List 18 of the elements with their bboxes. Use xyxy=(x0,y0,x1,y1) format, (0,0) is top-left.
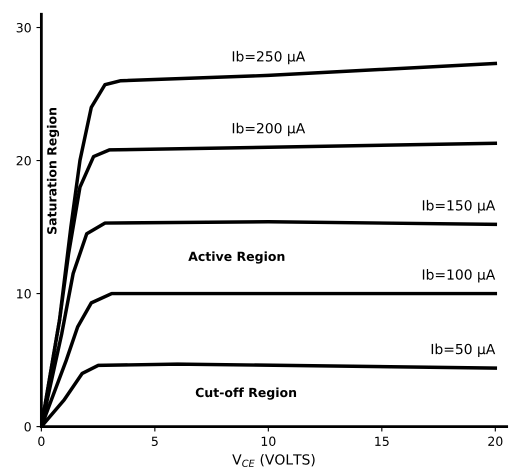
series-label: Ib=100 µA xyxy=(422,269,496,282)
annotation: Active Region xyxy=(188,251,284,264)
x-axis-title: V$_{CE}$ (VOLTS) xyxy=(232,454,315,467)
x-tick-label: 10 xyxy=(262,436,276,446)
series-label: Ib=150 µA xyxy=(422,200,496,214)
x-tick-label: 5 xyxy=(152,436,158,446)
annotation: Saturation Region xyxy=(46,108,60,234)
y-tick-label: 0 xyxy=(24,422,31,432)
x-tick-label: 15 xyxy=(375,436,389,446)
series-label: Ib=200 µA xyxy=(232,122,306,136)
y-tick-label: 30 xyxy=(16,22,31,32)
annotation: Cut-off Region xyxy=(196,388,296,400)
series-label: Ib=50 µA xyxy=(432,344,496,357)
x-tick-label: 20 xyxy=(488,436,502,446)
y-tick-label: 20 xyxy=(16,156,31,166)
series-label: Ib=250 µA xyxy=(232,50,306,64)
y-tick-label: 10 xyxy=(17,289,31,298)
x-tick-label: 0 xyxy=(38,436,45,446)
